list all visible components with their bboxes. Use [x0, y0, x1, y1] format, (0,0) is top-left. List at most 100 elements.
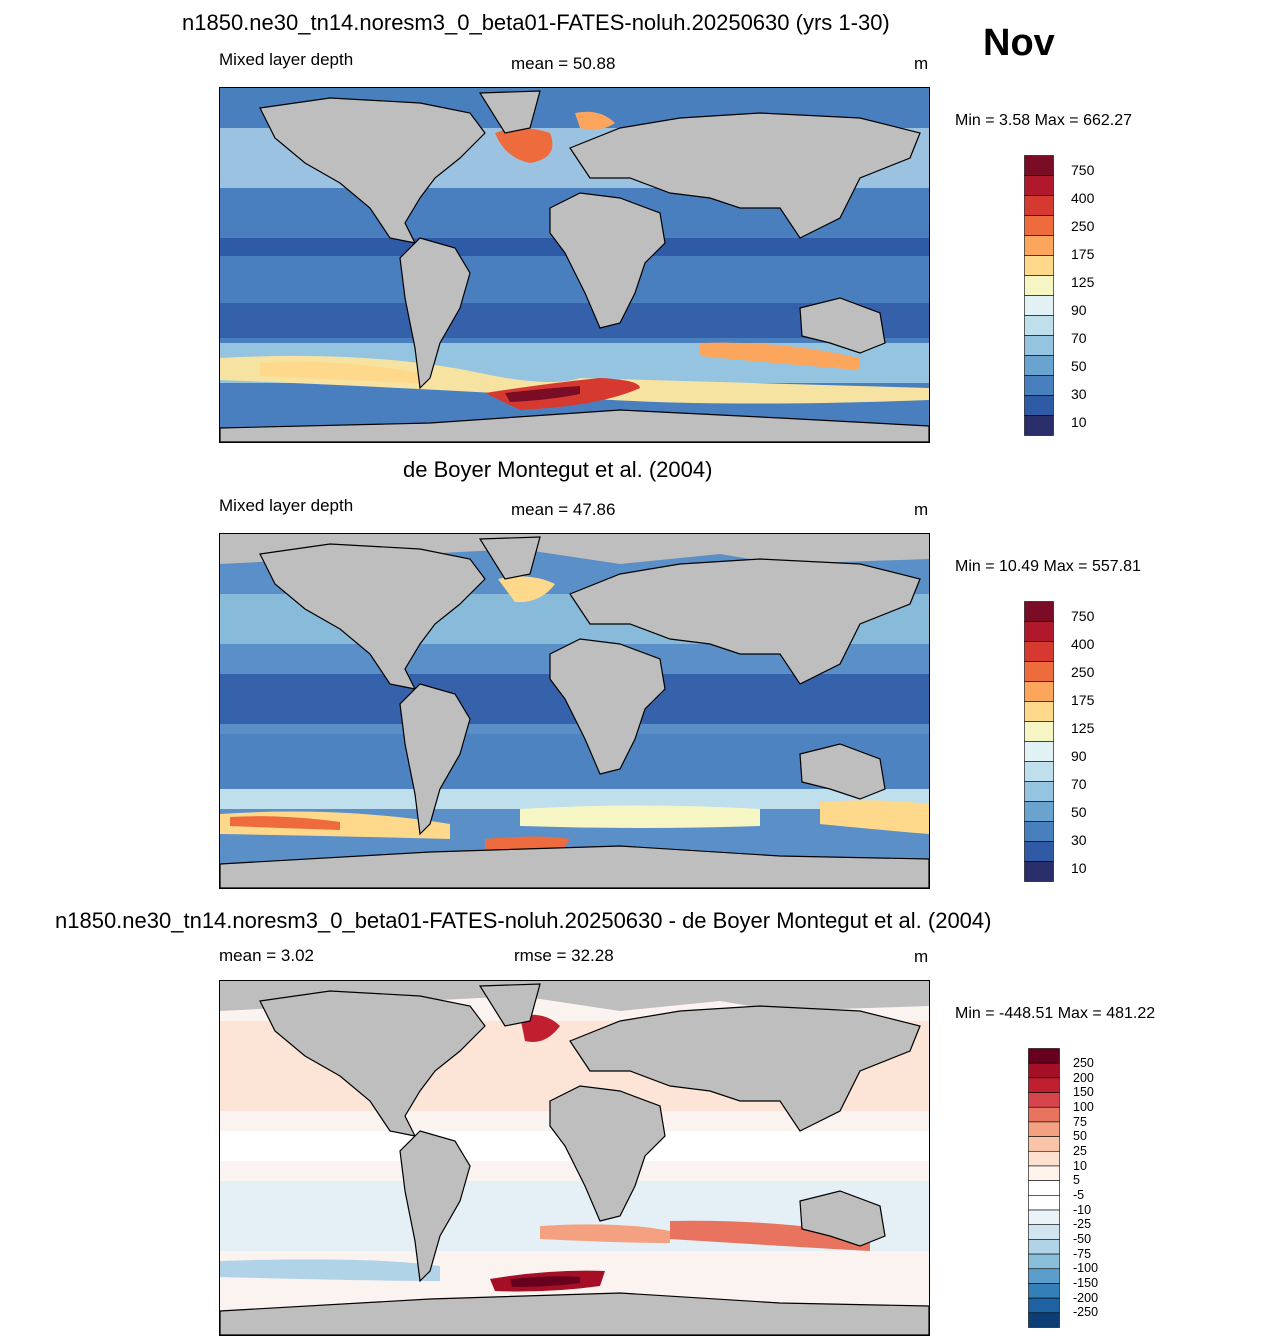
colorbar-tick: -10 — [1073, 1203, 1092, 1217]
colorbar-swatch — [1028, 1224, 1060, 1240]
colorbar-swatch — [1028, 1092, 1060, 1108]
colorbar-tick: 25 — [1073, 1144, 1087, 1158]
colorbar-tick: 10 — [1073, 1159, 1087, 1173]
colorbar-tick: 90 — [1071, 302, 1087, 318]
colorbar-tick: 125 — [1071, 720, 1095, 736]
panel-obs-colorbar — [1024, 601, 1054, 882]
colorbar-swatch — [1028, 1195, 1060, 1211]
colorbar-tick: -75 — [1073, 1247, 1092, 1261]
colorbar-tick: 100 — [1073, 1100, 1094, 1114]
colorbar-tick: 70 — [1071, 776, 1087, 792]
colorbar-swatch — [1024, 395, 1054, 416]
colorbar-tick: 250 — [1073, 1056, 1094, 1070]
colorbar-swatch — [1028, 1165, 1060, 1181]
colorbar-swatch — [1028, 1239, 1060, 1255]
colorbar-swatch — [1024, 721, 1054, 742]
colorbar-swatch — [1024, 235, 1054, 256]
colorbar-swatch — [1028, 1150, 1060, 1167]
colorbar-tick: 50 — [1073, 1129, 1087, 1143]
colorbar-swatch — [1024, 841, 1054, 862]
panel-model-minmax: Min = 3.58 Max = 662.27 — [955, 112, 1132, 129]
colorbar-swatch — [1028, 1297, 1060, 1314]
colorbar-swatch — [1024, 641, 1054, 662]
colorbar-tick: 30 — [1071, 386, 1087, 402]
panel-model-map — [219, 87, 930, 443]
colorbar-swatch — [1024, 861, 1054, 882]
panel-diff-colorbar — [1028, 1048, 1060, 1328]
colorbar-swatch — [1024, 315, 1054, 336]
colorbar-swatch — [1028, 1062, 1060, 1079]
panel-obs-left-label: Mixed layer depth — [219, 496, 354, 515]
colorbar-tick: 75 — [1073, 1115, 1087, 1129]
colorbar-tick: 5 — [1073, 1173, 1080, 1187]
colorbar-swatch — [1024, 621, 1054, 642]
colorbar-swatch — [1024, 375, 1054, 396]
colorbar-swatch — [1028, 1283, 1060, 1299]
colorbar-tick: 150 — [1073, 1085, 1094, 1099]
colorbar-tick: 400 — [1071, 190, 1095, 206]
panel-diff-minmax: Min = -448.51 Max = 481.22 — [955, 1005, 1156, 1022]
colorbar-swatch — [1024, 355, 1054, 376]
colorbar-swatch — [1028, 1048, 1060, 1064]
colorbar-swatch — [1028, 1121, 1060, 1137]
colorbar-tick: 250 — [1071, 664, 1095, 680]
panel-diff-map — [219, 980, 930, 1336]
colorbar-tick: -25 — [1073, 1217, 1092, 1231]
colorbar-swatch — [1024, 761, 1054, 782]
colorbar-tick: 175 — [1071, 692, 1095, 708]
colorbar-swatch — [1024, 701, 1054, 722]
colorbar-tick: -100 — [1073, 1261, 1099, 1275]
colorbar-tick: 30 — [1071, 832, 1087, 848]
colorbar-swatch — [1024, 415, 1054, 436]
colorbar-swatch — [1028, 1312, 1060, 1328]
colorbar-tick: -200 — [1073, 1291, 1099, 1305]
colorbar-swatch — [1024, 781, 1054, 802]
colorbar-swatch — [1024, 821, 1054, 842]
colorbar-tick: 400 — [1071, 636, 1095, 652]
colorbar-swatch — [1024, 255, 1054, 276]
panel-model-colorbar — [1024, 155, 1054, 436]
panel-diff-mean: mean = 3.02 — [219, 946, 314, 965]
colorbar-tick: 50 — [1071, 358, 1087, 374]
colorbar-tick: 10 — [1071, 414, 1087, 430]
colorbar-swatch — [1024, 295, 1054, 316]
colorbar-swatch — [1024, 215, 1054, 236]
panel-model-mean: mean = 50.88 — [511, 54, 616, 73]
panel-obs-units: m — [914, 500, 929, 519]
month-label: Nov — [983, 22, 1055, 64]
colorbar-tick: 250 — [1071, 218, 1095, 234]
colorbar-swatch — [1024, 155, 1054, 176]
colorbar-swatch — [1024, 601, 1054, 622]
panel-diff-title: n1850.ne30_tn14.noresm3_0_beta01-FATES-n… — [55, 908, 992, 933]
colorbar-tick: 50 — [1071, 804, 1087, 820]
colorbar-swatch — [1028, 1106, 1060, 1123]
panel-diff-rmse: rmse = 32.28 — [514, 946, 614, 965]
colorbar-swatch — [1024, 275, 1054, 296]
colorbar-tick: 125 — [1071, 274, 1095, 290]
colorbar-swatch — [1028, 1209, 1060, 1226]
colorbar-swatch — [1028, 1136, 1060, 1152]
colorbar-tick: 90 — [1071, 748, 1087, 764]
colorbar-tick: 10 — [1071, 860, 1087, 876]
colorbar-swatch — [1024, 661, 1054, 682]
colorbar-swatch — [1028, 1180, 1060, 1196]
panel-model-title: n1850.ne30_tn14.noresm3_0_beta01-FATES-n… — [182, 10, 890, 35]
panel-diff-units: m — [914, 947, 929, 966]
colorbar-tick: 750 — [1071, 608, 1095, 624]
panel-obs-minmax: Min = 10.49 Max = 557.81 — [955, 558, 1141, 575]
colorbar-swatch — [1028, 1253, 1060, 1270]
colorbar-swatch — [1028, 1077, 1060, 1093]
colorbar-swatch — [1024, 801, 1054, 822]
colorbar-swatch — [1028, 1268, 1060, 1284]
colorbar-swatch — [1024, 681, 1054, 702]
colorbar-swatch — [1024, 175, 1054, 196]
colorbar-tick: -250 — [1073, 1305, 1099, 1319]
panel-obs-map — [219, 533, 930, 889]
colorbar-swatch — [1024, 741, 1054, 762]
colorbar-swatch — [1024, 335, 1054, 356]
colorbar-tick: 200 — [1073, 1071, 1094, 1085]
colorbar-tick: 175 — [1071, 246, 1095, 262]
panel-obs-title: de Boyer Montegut et al. (2004) — [403, 457, 713, 482]
colorbar-swatch — [1024, 195, 1054, 216]
colorbar-tick: 70 — [1071, 330, 1087, 346]
